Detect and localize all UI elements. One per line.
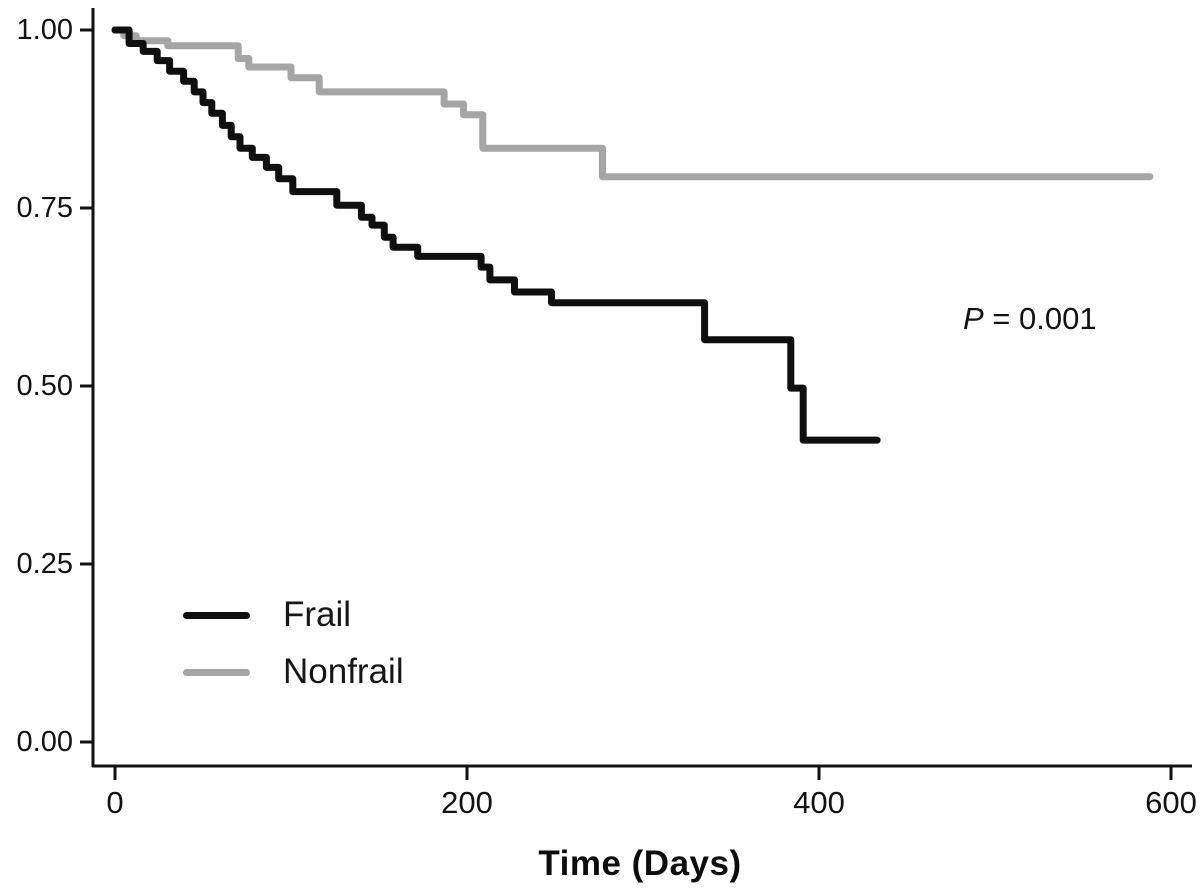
nonfrail-line-swatch <box>183 668 250 676</box>
nonfrail-survival-curve <box>111 26 1154 181</box>
y-tick-label-0.00: 0.00 <box>16 726 73 758</box>
y-tick-label-1.00: 1.00 <box>16 14 73 46</box>
frail-line-swatch <box>183 611 250 619</box>
p-value-symbol: P <box>963 301 984 336</box>
legend-item-nonfrail: Nonfrail <box>183 651 404 693</box>
y-tick-label-0.75: 0.75 <box>16 192 73 224</box>
y-tick-label-0.25: 0.25 <box>16 548 73 580</box>
x-axis-title: Time (Days) <box>538 844 742 883</box>
legend-label-nonfrail: Nonfrail <box>283 652 404 691</box>
y-tick-label-0.50: 0.50 <box>16 370 73 402</box>
p-value-number: = 0.001 <box>983 301 1097 336</box>
frail-survival-curve <box>111 26 881 444</box>
x-tick-label-200: 200 <box>441 785 493 820</box>
legend-item-frail: Frail <box>183 594 404 636</box>
legend-label-frail: Frail <box>283 595 352 634</box>
x-tick-label-0: 0 <box>106 785 124 820</box>
x-tick-label-600: 600 <box>1145 785 1197 820</box>
p-value-annotation: P = 0.001 <box>963 301 1097 337</box>
x-tick-label-400: 400 <box>793 785 845 820</box>
legend: Frail Nonfrail <box>183 594 404 693</box>
